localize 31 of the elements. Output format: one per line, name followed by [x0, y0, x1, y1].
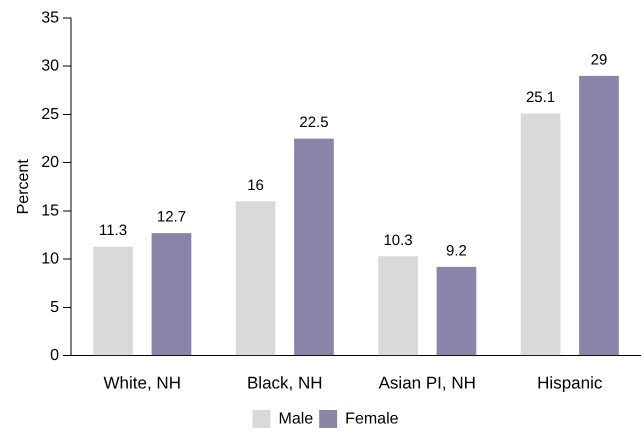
- y-tick-label: 15: [41, 202, 60, 220]
- x-tick-label: Black, NH: [246, 373, 323, 392]
- bar: [378, 256, 418, 356]
- y-tick-label: 35: [41, 9, 60, 26]
- data-label: 10.3: [383, 232, 413, 249]
- data-label: 12.7: [156, 208, 186, 226]
- legend-label: Female: [345, 410, 399, 428]
- data-label: 9.2: [446, 242, 467, 260]
- bar: [436, 266, 476, 356]
- data-label: 29: [590, 52, 608, 69]
- y-tick-label: 20: [41, 154, 60, 172]
- y-tick-label: 0: [50, 347, 60, 364]
- x-tick-label: Hispanic: [537, 373, 603, 392]
- y-tick-label: 30: [41, 58, 60, 75]
- y-tick-label: 25: [41, 106, 60, 123]
- y-tick-label: 10: [41, 250, 60, 268]
- bar: [152, 233, 192, 356]
- data-label: 11.3: [98, 222, 128, 240]
- bar: [236, 201, 276, 356]
- y-axis-title: Percent: [15, 158, 32, 214]
- data-label: 16: [247, 176, 264, 194]
- bar: [520, 113, 560, 356]
- x-tick-label: Asian PI, NH: [378, 373, 476, 392]
- bar: [294, 138, 334, 356]
- legend-label: Male: [278, 410, 314, 428]
- y-tick-label: 5: [50, 298, 60, 316]
- data-label: 25.1: [526, 89, 556, 106]
- x-tick-label: White, NH: [104, 373, 181, 392]
- bar: [93, 246, 133, 356]
- bar: [579, 76, 619, 356]
- data-label: 22.5: [299, 114, 329, 132]
